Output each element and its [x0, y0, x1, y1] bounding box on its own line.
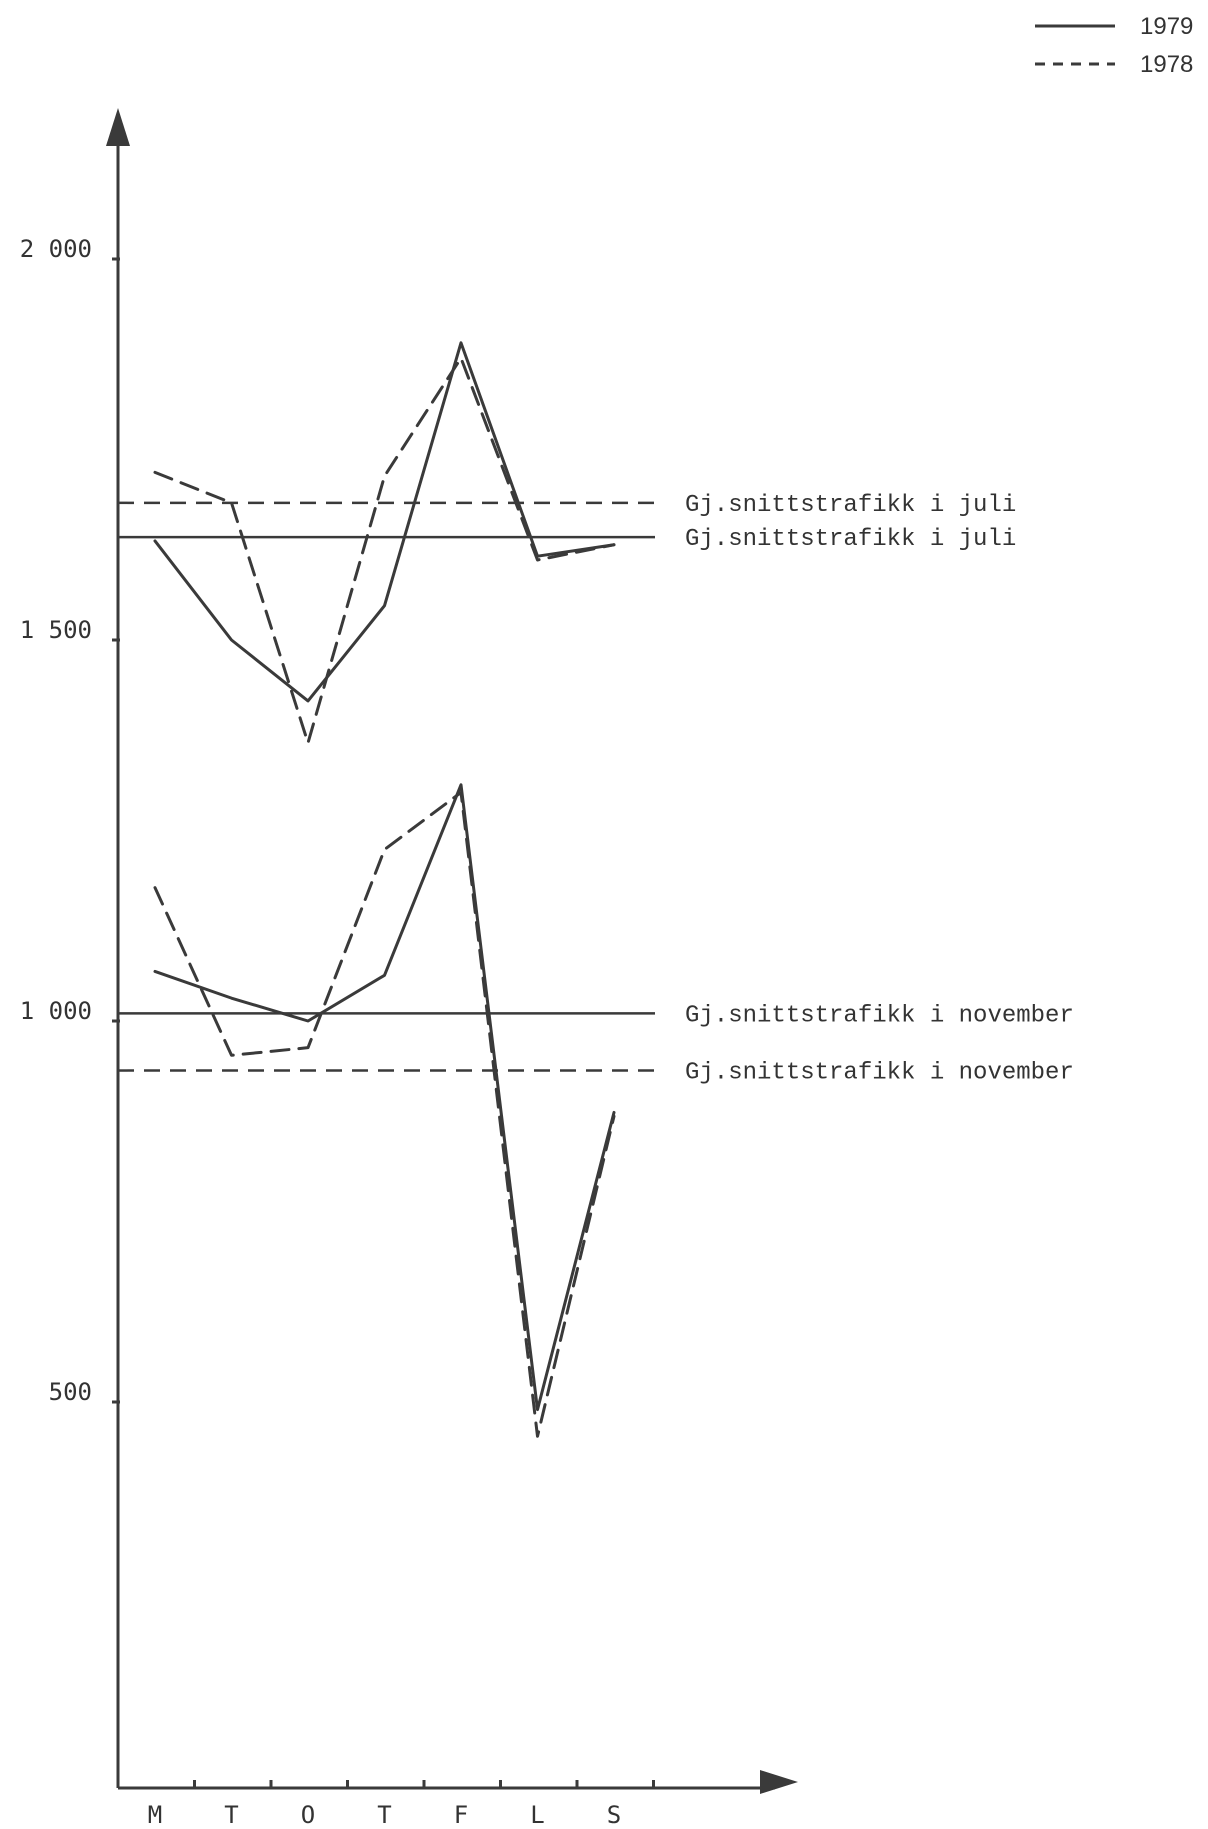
legend: 1979 1978 [1035, 13, 1193, 78]
legend-label: 1978 [1140, 51, 1193, 78]
data-series [153, 341, 616, 1438]
x-tick-label: F [454, 1801, 468, 1829]
chart-axes [106, 108, 798, 1794]
y-axis-arrowhead [106, 108, 130, 146]
y-tick-label: 1 000 [20, 997, 92, 1025]
reference-lines: Gj.snittstrafikk i juli Gj.snittstrafikk … [118, 492, 1074, 1087]
y-axis-ticks: 2 000 1 500 1 000 500 [20, 235, 120, 1406]
reference-line-label: Gj.snittstrafikk i november [685, 1002, 1074, 1029]
series-line-november-1978 [153, 790, 616, 1438]
y-tick-label: 1 500 [20, 616, 92, 644]
series-line-juli-1979 [153, 341, 616, 703]
x-axis-arrowhead [760, 1770, 798, 1794]
x-tick-label: L [530, 1801, 544, 1829]
y-tick-label: 500 [49, 1378, 92, 1406]
x-tick-label: M [148, 1801, 162, 1829]
reference-line-label: Gj.snittstrafikk i juli [685, 492, 1016, 519]
x-tick-label: S [607, 1801, 621, 1829]
x-tick-label: O [301, 1801, 315, 1829]
series-line-november-1979 [153, 783, 616, 1412]
x-tick-label: T [224, 1801, 238, 1829]
reference-line-label: Gj.snittstrafikk i juli [685, 526, 1016, 553]
reference-line-label: Gj.snittstrafikk i november [685, 1060, 1074, 1087]
legend-label: 1979 [1140, 13, 1193, 40]
y-tick-label: 2 000 [20, 235, 92, 263]
series-line-juli-1978 [153, 356, 616, 745]
x-tick-label: T [377, 1801, 391, 1829]
